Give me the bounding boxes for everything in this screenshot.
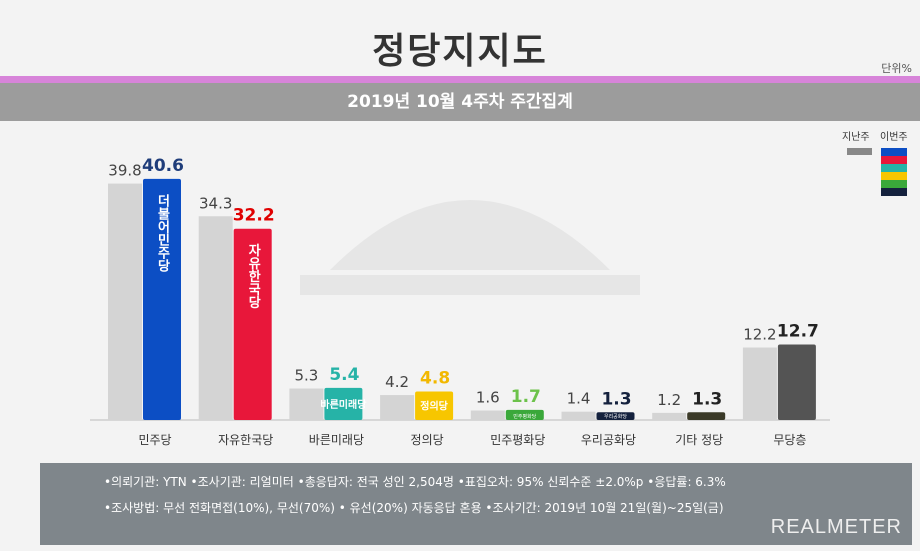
category-label-3: 정의당 xyxy=(411,433,444,447)
label-prev-0: 39.8 xyxy=(108,162,141,180)
bar-current-6 xyxy=(687,412,726,420)
bar-current-4 xyxy=(505,409,544,420)
category-label-5: 우리공화당 xyxy=(581,433,636,447)
party-logo-5: 우리공화당 xyxy=(604,413,627,420)
bar-prev-6 xyxy=(652,412,687,420)
bar-current-7 xyxy=(777,344,816,420)
divider xyxy=(0,76,920,83)
legend-prev-swatch xyxy=(847,148,872,155)
label-current-3: 4.8 xyxy=(420,368,450,388)
label-current-5: 1.3 xyxy=(601,389,631,409)
legend-swatch-1 xyxy=(881,156,907,164)
category-label-1: 자유한국당 xyxy=(218,433,273,447)
category-label-2: 바른미래당 xyxy=(309,433,364,447)
bar-current-1 xyxy=(233,228,272,420)
label-current-2: 5.4 xyxy=(329,365,359,385)
bar-current-3 xyxy=(415,391,454,420)
category-label-7: 무당층 xyxy=(773,433,806,447)
category-label-6: 기타 정당 xyxy=(675,433,723,447)
label-current-7: 12.7 xyxy=(777,322,819,342)
party-logo-4: 민주평화당 xyxy=(513,413,536,420)
bar-current-0 xyxy=(143,178,181,420)
legend-swatch-3 xyxy=(881,172,907,180)
label-prev-4: 1.6 xyxy=(476,388,500,406)
legend-swatch-5 xyxy=(881,188,907,196)
bar-prev-5 xyxy=(561,411,596,420)
legend-swatch-4 xyxy=(881,180,907,188)
category-label-0: 민주당 xyxy=(138,433,171,447)
label-current-6: 1.3 xyxy=(692,389,722,409)
legend-prev-label: 지난주 xyxy=(842,132,870,143)
bar-prev-0 xyxy=(108,183,142,420)
label-current-1: 32.2 xyxy=(233,206,275,226)
background-building xyxy=(300,275,640,295)
bar-prev-3 xyxy=(380,395,415,420)
bar-prev-1 xyxy=(198,216,233,420)
label-prev-6: 1.2 xyxy=(657,391,681,409)
bar-prev-2 xyxy=(289,388,324,420)
party-logo-3: 정의당 xyxy=(420,400,448,413)
page-title: 정당지지도 xyxy=(372,31,548,72)
unit-label: 단위% xyxy=(881,62,912,75)
footer-line-2: •조사방법: 무선 전화면접(10%), 무선(70%) • 유선(20%) 자… xyxy=(104,501,724,515)
label-prev-3: 4.2 xyxy=(385,373,409,391)
category-label-4: 민주평화당 xyxy=(490,433,545,447)
bar-current-5 xyxy=(596,412,635,420)
party-logo-1: 자유한국당 xyxy=(245,244,260,310)
bar-current-2 xyxy=(324,387,363,420)
legend-current-label: 이번주 xyxy=(880,132,908,143)
brand-logo: REALMETER xyxy=(770,516,902,538)
legend-swatch-0 xyxy=(881,148,907,156)
legend-current-swatch xyxy=(881,148,907,196)
footer-info: •의뢰기관: YTN •조사기관: 리얼미터 •총응답자: 전국 성인 2,50… xyxy=(40,463,912,545)
label-current-0: 40.6 xyxy=(142,156,184,176)
legend-swatch-2 xyxy=(881,164,907,172)
subtitle: 2019년 10월 4주차 주간집계 xyxy=(0,83,920,121)
label-prev-2: 5.3 xyxy=(294,367,318,385)
label-prev-1: 34.3 xyxy=(199,194,232,212)
background-dome xyxy=(330,200,610,270)
label-prev-7: 12.2 xyxy=(743,326,776,344)
party-logo-0: 더불어민주당 xyxy=(155,193,170,273)
bar-prev-7 xyxy=(742,347,777,420)
footer-line-1: •의뢰기관: YTN •조사기관: 리얼미터 •총응답자: 전국 성인 2,50… xyxy=(104,475,726,489)
party-logo-2: 바른미래당 xyxy=(320,398,367,411)
label-current-4: 1.7 xyxy=(511,387,541,407)
label-prev-5: 1.4 xyxy=(567,390,591,408)
bar-prev-4 xyxy=(470,410,505,420)
